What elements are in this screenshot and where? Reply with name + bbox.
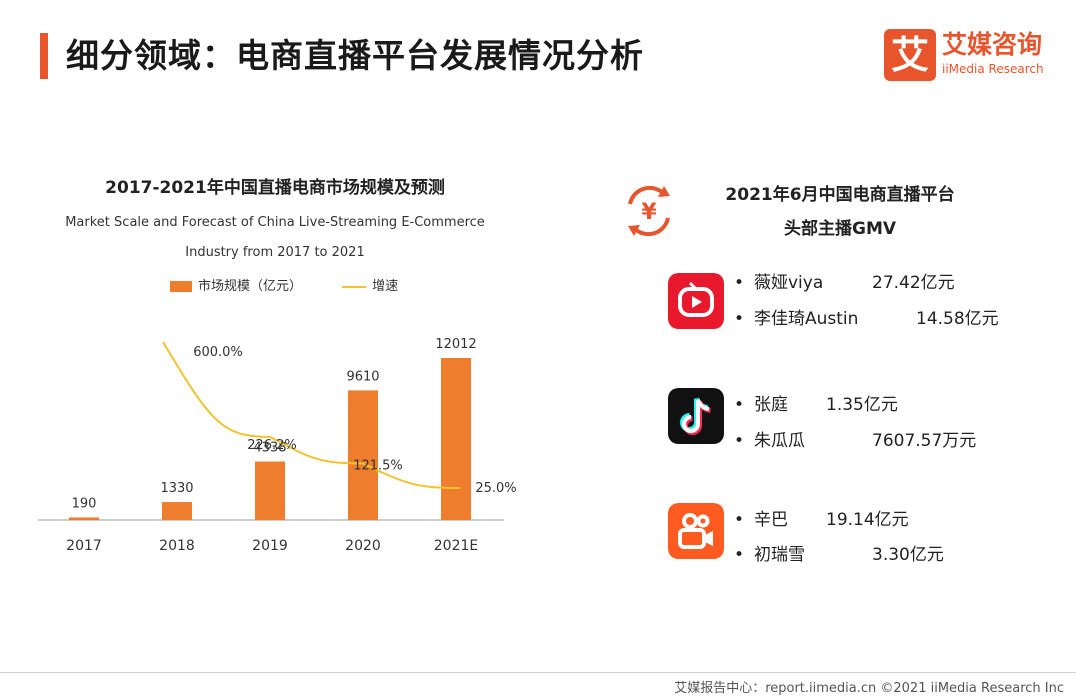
growth-label-2021E: 25.0% (475, 481, 516, 496)
legend-item-market-scale: 市场规模（亿元） (170, 275, 302, 294)
chart-subtitle-line2: Industry from 2017 to 2021 (185, 245, 365, 260)
logo-english-name: iiMedia Research (942, 62, 1044, 76)
bar-value-label-2018: 1330 (160, 481, 193, 496)
page-title: 细分领域：电商直播平台发展情况分析 (66, 36, 644, 75)
x-tick-label-2020: 2020 (345, 538, 381, 554)
anchor-name: 李佳琦Austin (754, 309, 859, 329)
x-tick-label-2019: 2019 (252, 538, 288, 554)
panel-title-line1: 2021年6月中国电商直播平台 (725, 185, 955, 205)
kuaishou-camera-icon (668, 503, 724, 559)
bullet: • (734, 309, 745, 329)
anchor-gmv: 14.58亿元 (916, 309, 999, 329)
legend-item-growth: 增速 (342, 275, 398, 294)
anchor-row: • 朱瓜瓜 7607.57万元 (734, 426, 976, 451)
panel-title: 2021年6月中国电商直播平台 头部主播GMV (680, 178, 1000, 246)
growth-label-2020: 121.5% (353, 458, 403, 473)
x-tick-label-2017: 2017 (66, 538, 102, 554)
legend-label-market-scale: 市场规模（亿元） (198, 279, 303, 294)
bar-value-label-2021E: 12012 (435, 337, 476, 352)
chart-title: 2017-2021年中国直播电商市场规模及预测 (105, 178, 445, 198)
growth-label-2018: 600.0% (193, 345, 243, 360)
brand-logo: 艾 艾媒咨询 iiMedia Research (884, 29, 1064, 83)
bar-value-label-2017: 190 (72, 496, 97, 511)
anchor-row: • 辛巴 19.14亿元 (734, 505, 909, 530)
bar-2019 (255, 461, 285, 520)
douyin-note-icon (668, 388, 724, 444)
footer-divider (0, 672, 1076, 673)
anchor-gmv: 3.30亿元 (872, 545, 944, 565)
x-tick-label-2021E: 2021E (434, 538, 478, 554)
chart-subtitle-line1: Market Scale and Forecast of China Live-… (65, 215, 485, 230)
bar-value-label-2020: 9610 (346, 369, 379, 384)
chart-subtitle: Market Scale and Forecast of China Live-… (40, 208, 510, 268)
anchor-gmv: 27.42亿元 (872, 273, 955, 293)
logo-mark: 艾 (884, 29, 936, 81)
x-tick-label-2018: 2018 (159, 538, 195, 554)
legend-label-growth: 增速 (372, 279, 399, 294)
anchor-gmv: 19.14亿元 (826, 510, 909, 530)
footer-text: 艾媒报告中心：report.iimedia.cn ©2021 iiMedia R… (674, 681, 1064, 696)
chart-legend: 市场规模（亿元） 增速 (170, 275, 434, 294)
anchor-row: • 张庭 1.35亿元 (734, 390, 898, 415)
anchor-name: 薇娅viya (754, 273, 824, 293)
anchor-name: 初瑞雪 (754, 545, 805, 565)
svg-text:¥: ¥ (641, 200, 657, 225)
legend-swatch-bar (170, 281, 192, 292)
anchor-row: • 李佳琦Austin 14.58亿元 (734, 304, 999, 329)
bullet: • (734, 545, 745, 565)
logo-chinese-name: 艾媒咨询 (942, 30, 1043, 59)
bullet: • (734, 431, 745, 451)
anchor-name: 张庭 (754, 395, 788, 415)
panel-title-line2: 头部主播GMV (783, 219, 897, 239)
anchor-gmv: 7607.57万元 (872, 431, 977, 451)
anchor-name: 朱瓜瓜 (754, 431, 805, 451)
bar-value-label-2019: 4338 (253, 440, 286, 455)
bullet: • (734, 395, 745, 415)
anchor-name: 辛巴 (754, 510, 788, 530)
bar-2018 (162, 502, 192, 520)
bullet: • (734, 273, 745, 293)
anchor-row: • 初瑞雪 3.30亿元 (734, 540, 944, 565)
bar-2017 (69, 517, 99, 520)
yuan-cycle-icon: ¥ (628, 185, 670, 237)
growth-label-2019: 226.2% (247, 438, 297, 453)
bullet: • (734, 510, 745, 530)
title-accent-bar (40, 33, 48, 79)
anchor-gmv: 1.35亿元 (826, 395, 898, 415)
growth-line (162, 341, 461, 489)
red-tv-app-icon (668, 273, 724, 329)
legend-swatch-line (342, 285, 367, 288)
bar-2020 (348, 390, 378, 520)
anchor-row: • 薇娅viya 27.42亿元 (734, 268, 955, 293)
bar-2021E (441, 358, 471, 520)
